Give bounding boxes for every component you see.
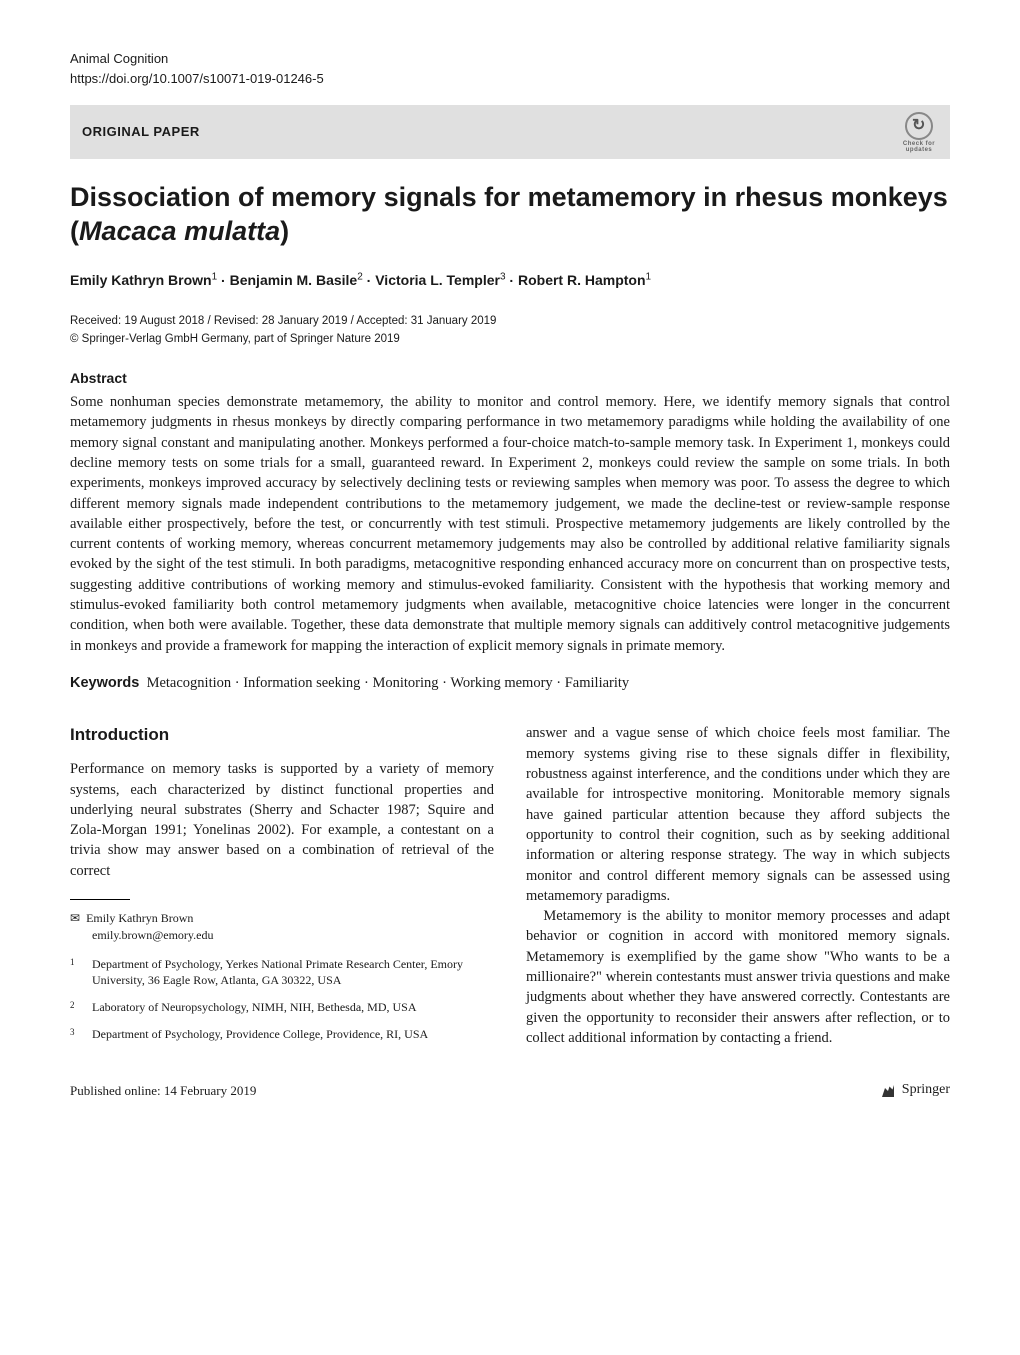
springer-horse-icon [878,1081,898,1101]
affiliation-num-2: 2 [70,999,92,1016]
affiliation-1: 1 Department of Psychology, Yerkes Natio… [70,956,494,990]
keywords-list: Metacognition · Information seeking · Mo… [147,675,630,691]
check-updates-icon: ↻ [905,112,933,140]
two-column-body: Introduction Performance on memory tasks… [70,723,950,1052]
keywords-line: Keywords Metacognition · Information see… [70,674,950,694]
introduction-heading: Introduction [70,723,494,747]
footnote-rule [70,899,130,900]
affiliation-num-1: 1 [70,956,92,990]
check-updates-badge[interactable]: ↻ Check for updates [898,111,940,153]
intro-paragraph-1-left: Performance on memory tasks is supported… [70,759,494,881]
affiliation-3: 3 Department of Psychology, Providence C… [70,1026,494,1043]
keywords-label: Keywords [70,675,139,691]
doi-link[interactable]: https://doi.org/10.1007/s10071-019-01246… [70,70,950,88]
article-dates: Received: 19 August 2018 / Revised: 28 J… [70,314,950,330]
publisher-name: Springer [902,1081,950,1100]
paper-type-bar: ORIGINAL PAPER ↻ Check for updates [70,105,950,159]
paper-type-label: ORIGINAL PAPER [82,123,200,141]
affiliation-text-1: Department of Psychology, Yerkes Nationa… [92,956,494,990]
check-updates-text: Check for updates [898,141,940,153]
author-1: Emily Kathryn Brown1 [70,272,217,288]
author-4: Robert R. Hampton1 [518,272,651,288]
corresponding-name: Emily Kathryn Brown [86,911,193,925]
affiliation-2: 2 Laboratory of Neuropsychology, NIMH, N… [70,999,494,1016]
author-2: Benjamin M. Basile2 [230,272,363,288]
abstract-heading: Abstract [70,369,950,388]
column-left: Introduction Performance on memory tasks… [70,723,494,1052]
affiliation-text-2: Laboratory of Neuropsychology, NIMH, NIH… [92,999,417,1016]
column-right: answer and a vague sense of which choice… [526,723,950,1052]
page-footer: Published online: 14 February 2019 Sprin… [70,1081,950,1101]
journal-name: Animal Cognition [70,50,950,68]
envelope-icon: ✉ [70,911,80,925]
article-title: Dissociation of memory signals for metam… [70,181,950,249]
author-list: Emily Kathryn Brown1 · Benjamin M. Basil… [70,271,950,291]
intro-paragraph-2-right: Metamemory is the ability to monitor mem… [526,906,950,1048]
corresponding-author: ✉ Emily Kathryn Brown emily.brown@emory.e… [70,910,494,944]
copyright-line: © Springer-Verlag GmbH Germany, part of … [70,332,950,348]
springer-logo: Springer [878,1081,950,1101]
affiliation-num-3: 3 [70,1026,92,1043]
author-3: Victoria L. Templer3 [375,272,505,288]
affiliation-text-3: Department of Psychology, Providence Col… [92,1026,428,1043]
abstract-text: Some nonhuman species demonstrate metame… [70,392,950,656]
published-online: Published online: 14 February 2019 [70,1082,256,1100]
corresponding-email[interactable]: emily.brown@emory.edu [92,927,494,944]
intro-paragraph-1-right: answer and a vague sense of which choice… [526,723,950,906]
